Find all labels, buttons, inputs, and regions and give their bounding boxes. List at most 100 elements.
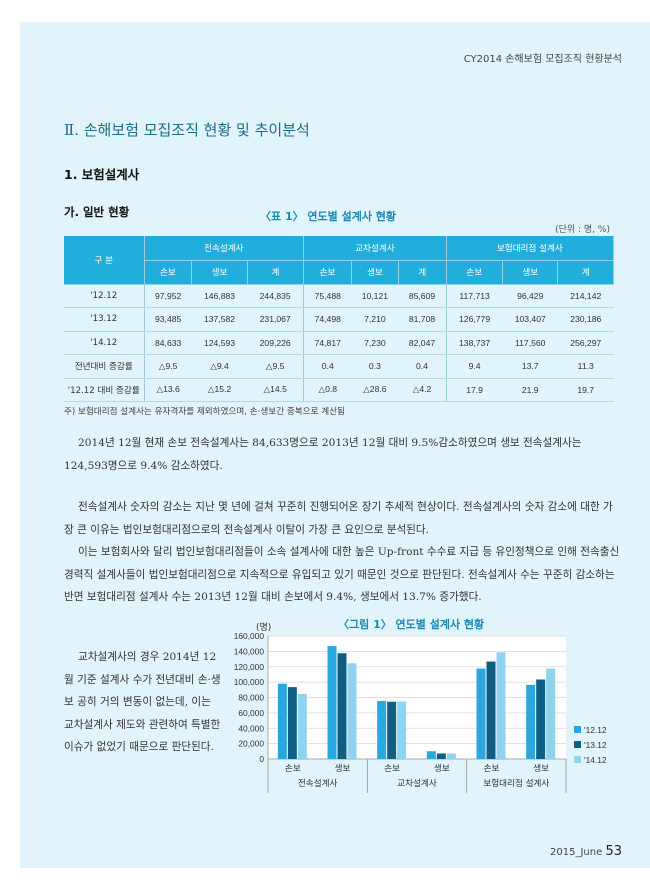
bar [347, 663, 357, 759]
row-label: '14.12 [64, 331, 145, 355]
y-tick-label: 0 [259, 754, 264, 764]
table-row: '12.12 대비 증감률 △13.6 △15.2 △14.5 △0.8 △28… [64, 378, 614, 402]
legend-label: '12.12 [584, 725, 607, 735]
x-tick-label: 생보 [434, 763, 450, 774]
table-cell: 82,047 [398, 331, 447, 355]
bar [397, 701, 407, 759]
table-row: '14.12 84,633 124,593 209,226 74,817 7,2… [64, 331, 614, 355]
table-cell: 124,593 [191, 331, 248, 355]
row-label: '12.12 대비 증감률 [64, 378, 145, 402]
legend-label: '13.12 [584, 740, 607, 750]
table-cell: △9.5 [247, 354, 305, 379]
x-tick-label: 생보 [335, 763, 351, 774]
table-cell: 117,560 [502, 331, 558, 355]
column-header: 생보 [191, 260, 248, 285]
table-cell: 146,883 [191, 284, 248, 308]
table-row: 전년대비 증감률 △9.5 △9.4 △9.5 0.4 0.3 0.4 9.4 … [64, 354, 614, 379]
group-header: 전속설계사 [144, 236, 305, 261]
column-header: 손보 [303, 260, 352, 285]
table-cell: 117,713 [446, 284, 503, 308]
row-label: '12.12 [64, 284, 145, 308]
y-tick-label: 120,000 [234, 662, 265, 672]
table-cell: 74,817 [303, 331, 352, 355]
column-header: 계 [557, 260, 614, 285]
body-paragraph: 2014년 12월 현재 손보 전속설계사는 84,633명으로 2013년 1… [64, 437, 582, 472]
table-cell: △9.5 [144, 354, 192, 379]
y-tick-label: 160,000 [234, 631, 265, 641]
running-title: CY2014 손해보험 모집조직 현황분석 [463, 54, 622, 65]
table-cell: 244,835 [247, 284, 305, 308]
table-cell: △28.6 [351, 378, 399, 402]
designer-stats-table: 구 분 전속설계사 교차설계사 보험대리점 설계사 손보 생보 계 손보 생보 … [64, 236, 615, 402]
table-cell: 0.3 [351, 354, 399, 379]
bar [277, 683, 287, 759]
group-label: 전속설계사 [298, 777, 338, 789]
table-cell: 21.9 [502, 378, 558, 402]
group-label: 교차설계사 [397, 777, 437, 789]
table-cell: 7,210 [351, 307, 399, 332]
table-cell: 75,488 [303, 284, 352, 308]
table-corner-header: 구 분 [64, 236, 145, 285]
group-header: 보험대리점 설계사 [446, 236, 615, 261]
bar [526, 684, 536, 759]
bar [436, 753, 446, 759]
row-label: '13.12 [64, 307, 145, 332]
bar [486, 661, 496, 759]
table-cell: 93,485 [144, 307, 192, 332]
y-tick-label: 140,000 [234, 646, 265, 656]
body-paragraph: 이는 보험회사와 달리 법인보험대리점들이 소속 설계사에 대한 높은 Up-f… [64, 546, 620, 603]
table-cell: 97,952 [144, 284, 192, 308]
table-cell: 85,609 [398, 284, 447, 308]
y-tick-label: 40,000 [238, 723, 264, 733]
x-tick-label: 손보 [484, 763, 500, 774]
table-cell: 11.3 [557, 354, 614, 379]
table-cell: 9.4 [446, 354, 503, 379]
column-header: 손보 [446, 260, 504, 285]
table-cell: △14.5 [247, 378, 305, 402]
table-cell: 230,186 [557, 307, 614, 332]
body-paragraph: 전속설계사 숫자의 감소는 지난 몇 년에 걸쳐 꾸준히 진행되어온 장기 추세… [64, 501, 613, 536]
table-cell: 10,121 [351, 284, 399, 308]
legend-swatch [574, 726, 581, 733]
subsection-title: 1. 보험설계사 [64, 167, 140, 182]
column-header: 계 [247, 260, 305, 285]
y-tick-label: 20,000 [238, 739, 264, 749]
legend-swatch [574, 741, 581, 748]
table-cell: 17.9 [446, 378, 503, 402]
table-cell: 19.7 [557, 378, 614, 402]
table-cell: 96,429 [502, 284, 558, 308]
column-header: 손보 [144, 260, 193, 285]
issue-label: 2015_June [550, 847, 603, 858]
table-cell: 103,407 [502, 307, 558, 332]
x-tick-label: 손보 [285, 763, 301, 774]
y-tick-label: 100,000 [234, 677, 265, 687]
table-cell: △9.4 [191, 354, 248, 379]
bar [297, 693, 307, 759]
bar [546, 668, 556, 759]
figure-caption: 〈그림 1〉 연도별 설계사 현황 [338, 618, 485, 631]
table-cell: 13.7 [502, 354, 558, 379]
table-cell: 138,737 [446, 331, 503, 355]
bar [426, 751, 436, 759]
table-cell: △15.2 [191, 378, 248, 402]
legend-swatch [574, 756, 581, 763]
group-header: 교차설계사 [303, 236, 447, 261]
table-cell: △0.8 [303, 378, 352, 402]
section-title: Ⅱ. 손해보험 모집조직 현황 및 추이분석 [64, 121, 310, 139]
bar [446, 753, 456, 759]
designer-bar-chart: (명) 0 20,000 40,000 60,000 80,000 100,000 120,0… [234, 622, 607, 793]
bar [496, 652, 506, 759]
table-cell: 231,067 [247, 307, 305, 332]
table-cell: △13.6 [144, 378, 192, 402]
table-cell: 126,779 [446, 307, 503, 332]
y-axis-label: (명) [256, 622, 271, 633]
page: CY2014 손해보험 모집조직 현황분석 Ⅱ. 손해보험 모집조직 현황 및 … [20, 22, 650, 868]
table-row: '12.12 97,952 146,883 244,835 75,488 10,… [64, 284, 614, 308]
bar [377, 700, 387, 759]
group-label: 보험대리점 설계사 [483, 777, 549, 789]
table-cell: 0.4 [303, 354, 352, 379]
table-cell: △4.2 [398, 378, 447, 402]
table-cell: 74,498 [303, 307, 352, 332]
table-cell: 84,633 [144, 331, 192, 355]
table-cell: 137,582 [191, 307, 248, 332]
